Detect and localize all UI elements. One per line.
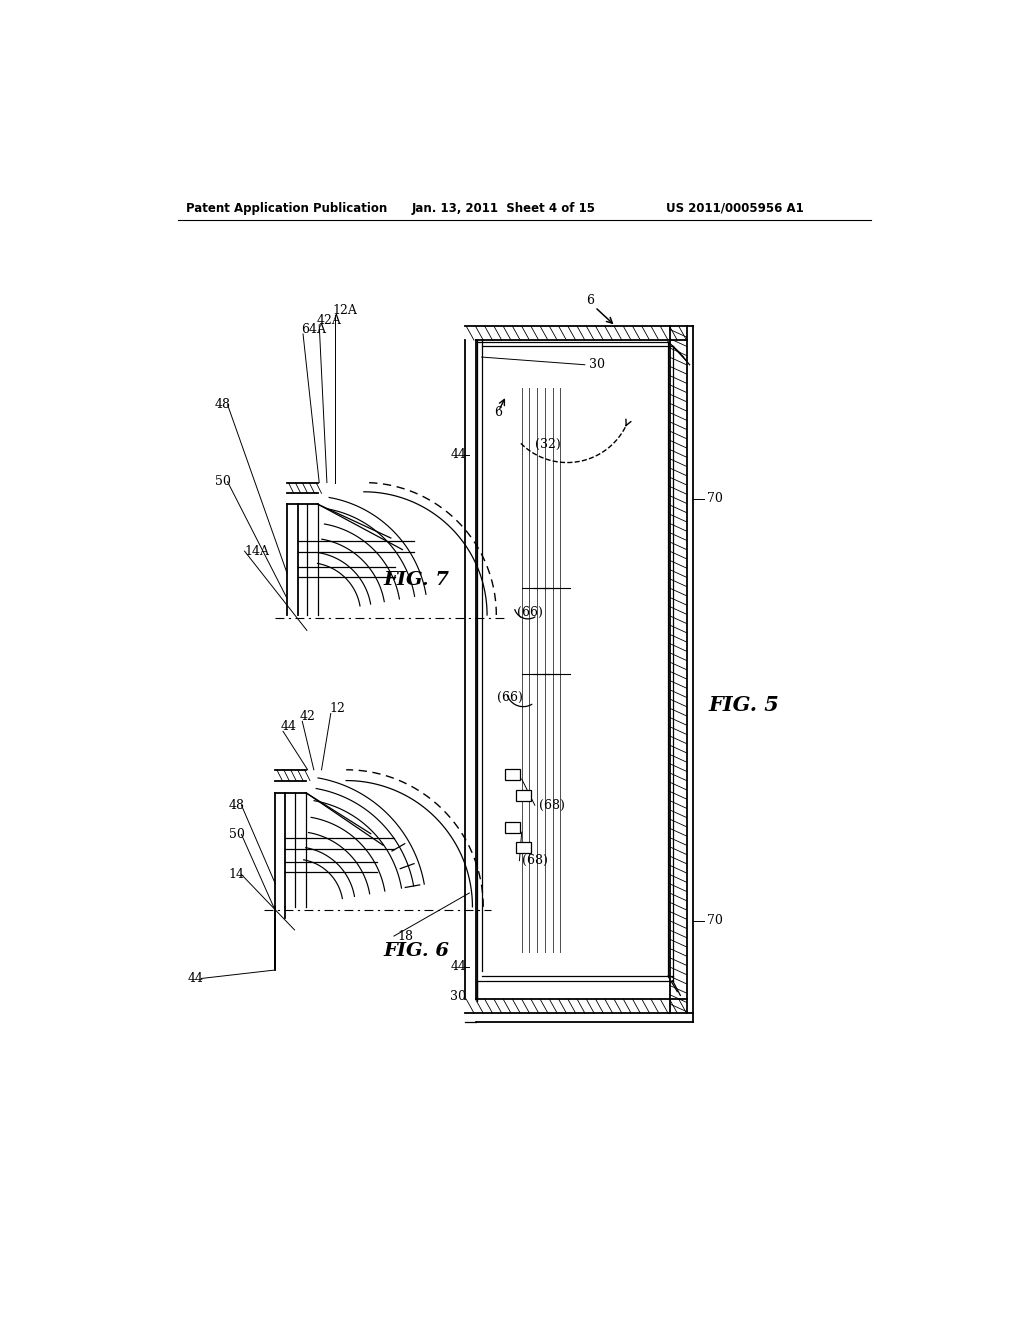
Text: 70: 70 — [707, 915, 722, 927]
Bar — [505, 822, 520, 833]
Text: 30: 30 — [590, 358, 605, 371]
Text: FIG. 5: FIG. 5 — [708, 696, 779, 715]
Text: 14A: 14A — [245, 545, 269, 557]
Bar — [515, 842, 531, 853]
Text: 14: 14 — [228, 869, 245, 880]
Text: 50: 50 — [215, 475, 230, 488]
Bar — [505, 770, 520, 780]
Text: (68): (68) — [539, 799, 564, 812]
Text: (32): (32) — [535, 438, 561, 451]
Text: 48: 48 — [228, 799, 245, 812]
Text: 6: 6 — [587, 294, 594, 308]
Text: 44: 44 — [187, 972, 204, 985]
Bar — [515, 789, 531, 800]
Text: (66): (66) — [498, 690, 523, 704]
Text: FIG. 7: FIG. 7 — [383, 572, 450, 589]
Text: 6: 6 — [494, 407, 502, 418]
Text: 12: 12 — [330, 702, 345, 715]
Text: 64A: 64A — [301, 323, 327, 335]
Text: 44: 44 — [451, 961, 466, 973]
Text: 18: 18 — [397, 929, 413, 942]
Text: Patent Application Publication: Patent Application Publication — [186, 202, 387, 215]
Text: 30: 30 — [451, 990, 466, 1003]
Text: 42: 42 — [300, 710, 315, 723]
Text: 42A: 42A — [316, 314, 342, 326]
Text: 50: 50 — [228, 828, 245, 841]
Text: 44: 44 — [451, 449, 466, 462]
Text: 12A: 12A — [333, 305, 357, 317]
Text: 48: 48 — [215, 399, 230, 412]
Text: 70: 70 — [707, 492, 722, 506]
Text: (66): (66) — [517, 606, 543, 619]
Text: FIG. 6: FIG. 6 — [383, 942, 450, 961]
Text: US 2011/0005956 A1: US 2011/0005956 A1 — [666, 202, 804, 215]
Text: Jan. 13, 2011  Sheet 4 of 15: Jan. 13, 2011 Sheet 4 of 15 — [412, 202, 596, 215]
Text: (68): (68) — [521, 854, 548, 867]
Text: 44: 44 — [281, 721, 297, 733]
